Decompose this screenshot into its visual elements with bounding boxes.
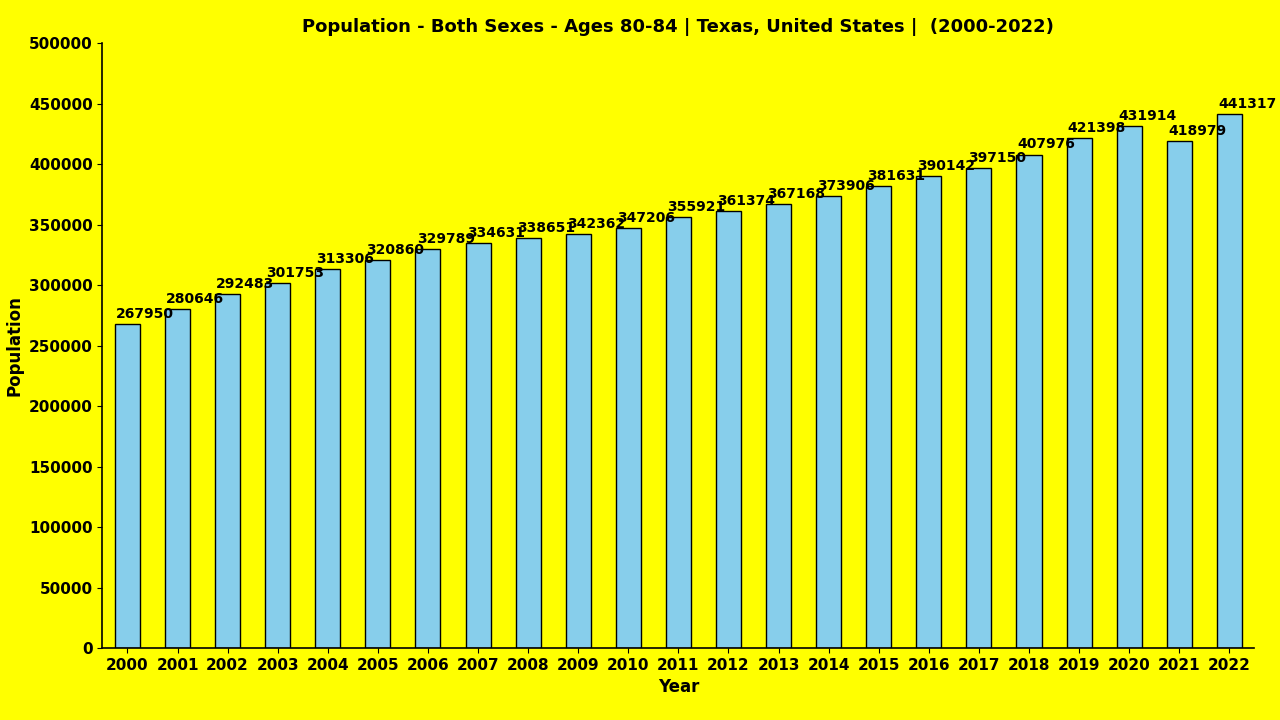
Bar — [165, 309, 189, 648]
Text: 301753: 301753 — [266, 266, 324, 280]
Bar — [666, 217, 691, 648]
X-axis label: Year: Year — [658, 678, 699, 696]
Bar — [466, 243, 490, 648]
Bar — [765, 204, 791, 648]
Bar — [916, 176, 941, 648]
Text: 292483: 292483 — [216, 277, 275, 291]
Bar — [516, 238, 540, 648]
Bar — [966, 168, 992, 648]
Text: 334631: 334631 — [467, 226, 525, 240]
Bar — [1066, 138, 1092, 648]
Bar — [1167, 141, 1192, 648]
Text: 329789: 329789 — [417, 232, 475, 246]
Bar — [1217, 114, 1242, 648]
Text: 313306: 313306 — [316, 252, 374, 266]
Text: 355921: 355921 — [667, 200, 726, 215]
Bar — [365, 260, 390, 648]
Bar — [817, 196, 841, 648]
Title: Population - Both Sexes - Ages 80-84 | Texas, United States |  (2000-2022): Population - Both Sexes - Ages 80-84 | T… — [302, 18, 1055, 36]
Text: 397150: 397150 — [968, 150, 1025, 165]
Text: 381631: 381631 — [868, 169, 925, 184]
Text: 407976: 407976 — [1018, 138, 1075, 151]
Bar — [115, 324, 140, 648]
Bar — [1116, 125, 1142, 648]
Text: 267950: 267950 — [116, 307, 174, 321]
Text: 418979: 418979 — [1167, 124, 1226, 138]
Text: 373906: 373906 — [818, 179, 876, 193]
Bar — [616, 228, 641, 648]
Bar — [566, 234, 591, 648]
Text: 342362: 342362 — [567, 217, 625, 231]
Text: 361374: 361374 — [717, 194, 776, 208]
Bar — [867, 186, 891, 648]
Bar — [315, 269, 340, 648]
Text: 390142: 390142 — [918, 159, 975, 173]
Text: 367168: 367168 — [767, 187, 826, 201]
Text: 338651: 338651 — [517, 221, 575, 235]
Bar — [265, 283, 291, 648]
Bar — [416, 249, 440, 648]
Text: 431914: 431914 — [1117, 109, 1176, 122]
Bar — [1016, 155, 1042, 648]
Text: 347206: 347206 — [617, 211, 675, 225]
Bar — [716, 211, 741, 648]
Bar — [215, 294, 241, 648]
Text: 421398: 421398 — [1068, 121, 1126, 135]
Text: 320860: 320860 — [366, 243, 425, 257]
Text: 441317: 441317 — [1219, 97, 1276, 111]
Y-axis label: Population: Population — [5, 295, 23, 396]
Text: 280646: 280646 — [166, 292, 224, 305]
